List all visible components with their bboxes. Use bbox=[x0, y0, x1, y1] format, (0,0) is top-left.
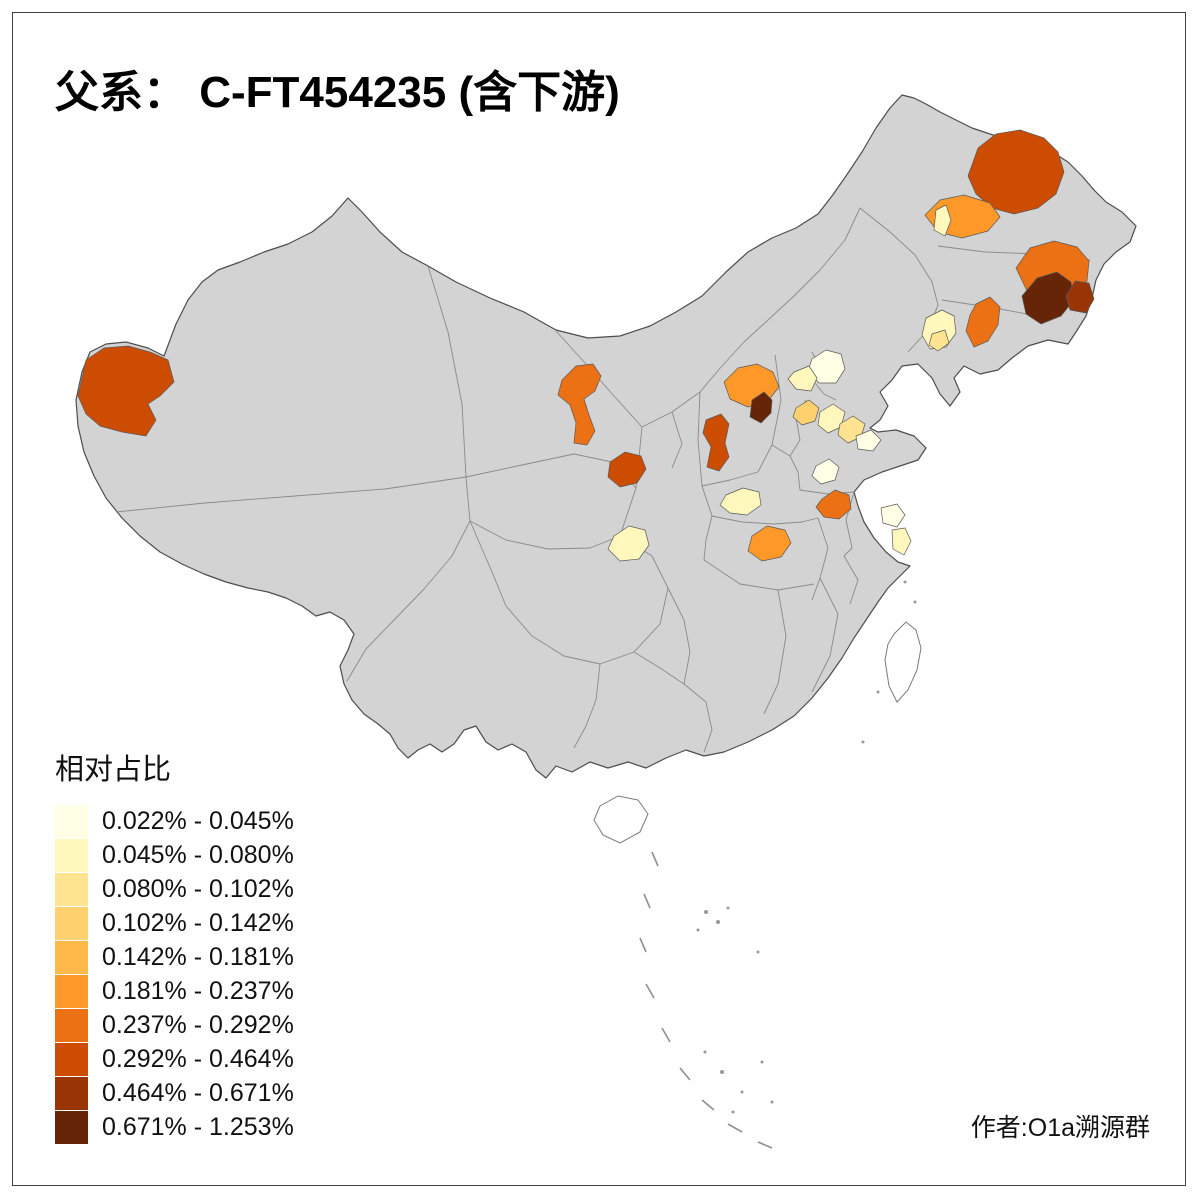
map-region bbox=[1065, 280, 1095, 314]
legend-swatch bbox=[55, 1076, 88, 1110]
legend-label: 0.237% - 0.292% bbox=[102, 1010, 294, 1039]
map-region bbox=[891, 527, 912, 556]
legend-label: 0.671% - 1.253% bbox=[102, 1112, 294, 1141]
map-region bbox=[702, 413, 730, 472]
legend-item: 0.102% - 0.142% bbox=[55, 906, 294, 940]
map-region bbox=[77, 345, 175, 437]
legend-swatch bbox=[55, 804, 88, 838]
map-region bbox=[965, 296, 1001, 348]
map-region bbox=[607, 525, 650, 562]
map-region bbox=[747, 525, 792, 562]
map-region bbox=[792, 399, 820, 426]
legend-label: 0.181% - 0.237% bbox=[102, 976, 294, 1005]
legend-item: 0.080% - 0.102% bbox=[55, 872, 294, 906]
map-region bbox=[719, 487, 762, 516]
legend-item: 0.181% - 0.237% bbox=[55, 974, 294, 1008]
mainland-outline bbox=[75, 94, 1137, 779]
legend-label: 0.292% - 0.464% bbox=[102, 1044, 294, 1073]
legend-swatch bbox=[55, 1110, 88, 1144]
sea-islands bbox=[639, 580, 917, 1149]
legend-item: 0.022% - 0.045% bbox=[55, 804, 294, 838]
map-region bbox=[928, 329, 950, 352]
legend-label: 0.464% - 0.671% bbox=[102, 1078, 294, 1107]
legend-label: 0.102% - 0.142% bbox=[102, 908, 294, 937]
legend-label: 0.045% - 0.080% bbox=[102, 840, 294, 869]
map-region bbox=[787, 365, 818, 392]
map-regions bbox=[77, 129, 1095, 562]
legend-item: 0.292% - 0.464% bbox=[55, 1042, 294, 1076]
legend-item: 0.045% - 0.080% bbox=[55, 838, 294, 872]
legend-swatch bbox=[55, 872, 88, 906]
map-region bbox=[811, 458, 840, 485]
credit-text: 作者:O1a溯源群 bbox=[970, 1114, 1150, 1142]
map-region bbox=[607, 451, 647, 488]
legend-item: 0.671% - 1.253% bbox=[55, 1110, 294, 1144]
legend-item: 0.142% - 0.181% bbox=[55, 940, 294, 974]
map-region bbox=[557, 363, 602, 446]
legend-swatch bbox=[55, 940, 88, 974]
legend-label: 0.080% - 0.102% bbox=[102, 874, 294, 903]
legend-swatch bbox=[55, 906, 88, 940]
legend-swatch bbox=[55, 838, 88, 872]
legend: 相对占比 0.022% - 0.045% 0.045% - 0.080% 0.0… bbox=[55, 746, 294, 1144]
legend-swatch bbox=[55, 974, 88, 1008]
hainan-island bbox=[593, 795, 649, 844]
page-title: 父系： C-FT454235 (含下游) bbox=[55, 68, 620, 117]
map-region bbox=[855, 429, 882, 452]
legend-item: 0.237% - 0.292% bbox=[55, 1008, 294, 1042]
taiwan-island bbox=[884, 621, 922, 703]
map-region bbox=[815, 489, 852, 520]
map-region bbox=[749, 391, 773, 424]
legend-swatch bbox=[55, 1008, 88, 1042]
map-region bbox=[933, 204, 952, 237]
legend-swatch bbox=[55, 1042, 88, 1076]
legend-label: 0.022% - 0.045% bbox=[102, 806, 294, 835]
legend-label: 0.142% - 0.181% bbox=[102, 942, 294, 971]
legend-title: 相对占比 bbox=[55, 754, 172, 786]
legend-item: 0.464% - 0.671% bbox=[55, 1076, 294, 1110]
map-region bbox=[880, 503, 906, 528]
